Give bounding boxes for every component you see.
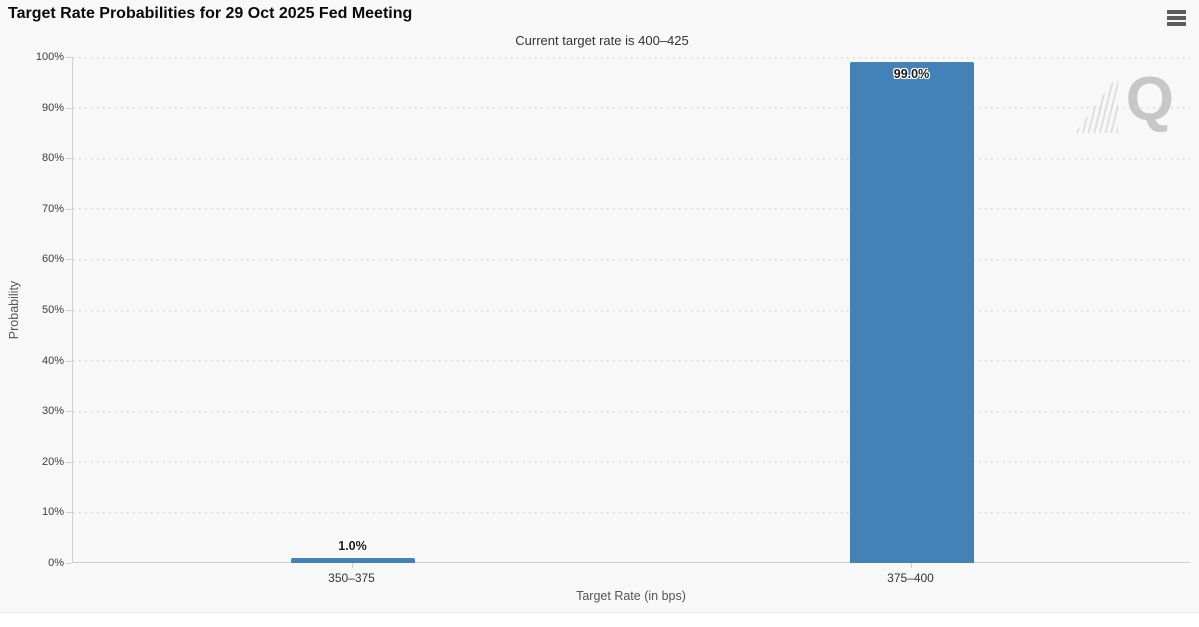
y-axis-tick: [66, 107, 72, 109]
y-gridline: [73, 360, 1190, 363]
y-axis-tick: [66, 57, 72, 58]
y-gridline: [73, 461, 1190, 464]
y-tick-label: 50%: [41, 304, 64, 316]
y-gridline: [73, 208, 1190, 211]
x-axis-tick: [910, 563, 912, 568]
y-tick-label: 100%: [35, 51, 64, 63]
watermark-q-letter: Q: [1125, 65, 1174, 134]
x-axis-title: Target Rate (in bps): [576, 589, 686, 603]
x-axis-line: [72, 562, 1190, 563]
y-tick-label: 70%: [41, 202, 64, 215]
bar-value-label: 99.0%: [893, 67, 930, 81]
x-category-label: 375–400: [887, 571, 934, 585]
y-axis-tick: [66, 512, 72, 514]
y-gridline: [73, 107, 1190, 110]
menu-bar-line: [1167, 16, 1186, 20]
x-axis-tick: [351, 563, 353, 568]
y-tick-label: 60%: [41, 253, 64, 266]
y-gridline: [73, 511, 1190, 514]
y-gridline: [73, 410, 1190, 413]
y-axis-tick: [66, 411, 72, 413]
watermark-speed-lines-icon: [1074, 75, 1118, 133]
y-tick-label: 30%: [41, 405, 64, 418]
y-axis-tick: [66, 360, 72, 362]
y-gridline: [73, 258, 1190, 261]
bar-value-label: 1.0%: [338, 539, 367, 553]
y-axis-tick: [66, 461, 72, 463]
hamburger-menu-icon[interactable]: [1167, 9, 1187, 27]
fedwatch-probability-chart: Target Rate Probabilities for 29 Oct 202…: [0, 5, 1199, 613]
x-category-label: 350–375: [328, 571, 375, 585]
probability-bar[interactable]: [290, 558, 415, 563]
chart-subtitle: Current target rate is 400–425: [515, 33, 689, 48]
y-tick-label: 80%: [41, 152, 64, 165]
y-gridline: [73, 309, 1190, 312]
plot-area: Q 1.0% 99.0%: [72, 56, 1190, 563]
menu-bar-line: [1167, 22, 1186, 26]
y-tick-label: 40%: [41, 354, 64, 367]
y-tick-label: 20%: [41, 455, 64, 468]
y-axis-tick: [66, 259, 72, 261]
y-tick-label: 0%: [48, 557, 64, 569]
y-axis-tick: [66, 563, 72, 564]
menu-bar-line: [1167, 10, 1186, 14]
y-axis-tick: [66, 208, 72, 210]
chart-title: Target Rate Probabilities for 29 Oct 202…: [8, 5, 413, 22]
y-axis-tick: [66, 310, 72, 311]
y-tick-label: 10%: [41, 506, 64, 519]
y-gridline: [73, 56, 1190, 59]
y-gridline: [73, 157, 1190, 160]
y-tick-label: 90%: [41, 101, 64, 114]
probability-bar[interactable]: [849, 62, 974, 563]
y-axis-tick: [66, 158, 72, 160]
